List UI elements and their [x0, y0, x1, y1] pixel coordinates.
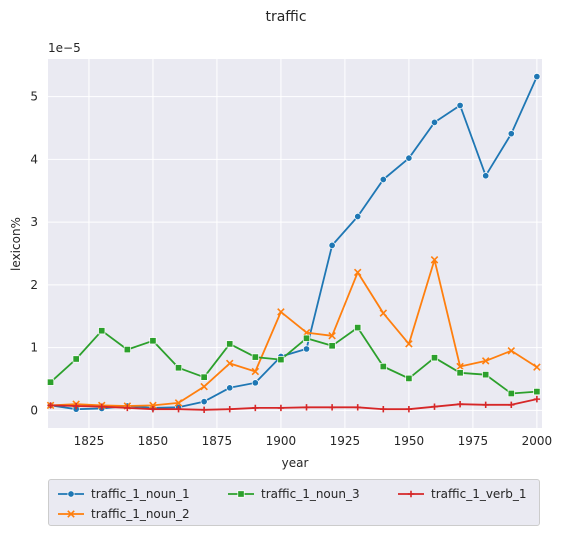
- data-point: [534, 73, 540, 79]
- data-point: [252, 380, 258, 386]
- data-point: [175, 365, 181, 371]
- data-point: [508, 130, 514, 136]
- data-point: [73, 356, 79, 362]
- legend-swatch: [397, 488, 425, 500]
- data-point: [431, 355, 437, 361]
- legend-label: traffic_1_noun_2: [91, 507, 190, 521]
- x-tick-label: 1875: [202, 434, 233, 448]
- legend-swatch: [57, 488, 85, 500]
- data-point: [278, 356, 284, 362]
- x-tick-label: 1825: [74, 434, 105, 448]
- data-point: [406, 375, 412, 381]
- data-point: [47, 379, 53, 385]
- y-tick-label: 0: [30, 403, 38, 417]
- legend-item: traffic_1_noun_3: [227, 485, 360, 503]
- legend-item: traffic_1_noun_1: [57, 485, 190, 503]
- y-axis-label: lexicon%: [9, 217, 23, 271]
- data-point: [508, 390, 514, 396]
- data-point: [355, 213, 361, 219]
- data-point: [303, 346, 309, 352]
- data-point: [150, 338, 156, 344]
- x-tick-label: 1900: [266, 434, 297, 448]
- data-point: [457, 370, 463, 376]
- x-tick-label: 1925: [330, 434, 361, 448]
- x-tick-label: 1850: [138, 434, 169, 448]
- data-point: [227, 341, 233, 347]
- x-tick-label: 2000: [522, 434, 553, 448]
- legend-label: traffic_1_verb_1: [431, 487, 527, 501]
- y-tick-label: 1: [30, 341, 38, 355]
- legend-swatch: [227, 488, 255, 500]
- chart-title: traffic: [265, 9, 306, 25]
- data-point: [329, 242, 335, 248]
- legend-swatch: [57, 508, 85, 520]
- y-tick-label: 3: [30, 215, 38, 229]
- y-tick-label: 5: [30, 90, 38, 104]
- data-point: [303, 335, 309, 341]
- data-point: [482, 173, 488, 179]
- data-point: [124, 346, 130, 352]
- data-point: [227, 385, 233, 391]
- y-tick-label: 4: [30, 152, 38, 166]
- data-point: [201, 374, 207, 380]
- data-point: [482, 371, 488, 377]
- data-point: [252, 354, 258, 360]
- legend-label: traffic_1_noun_1: [91, 487, 190, 501]
- data-point: [406, 155, 412, 161]
- x-tick-label: 1975: [458, 434, 489, 448]
- legend-item: traffic_1_noun_2: [57, 505, 190, 523]
- data-point: [355, 324, 361, 330]
- data-point: [329, 343, 335, 349]
- data-point: [534, 388, 540, 394]
- legend-item: traffic_1_verb_1: [397, 485, 527, 503]
- data-point: [457, 102, 463, 108]
- data-point: [380, 363, 386, 369]
- x-tick-label: 1950: [394, 434, 425, 448]
- legend-label: traffic_1_noun_3: [261, 487, 360, 501]
- y-tick-label: 2: [30, 278, 38, 292]
- legend: traffic_1_noun_1 traffic_1_noun_2 traffic_…: [48, 479, 540, 526]
- y-offset-label: 1e−5: [48, 41, 81, 55]
- x-axis-label: year: [282, 456, 309, 470]
- data-point: [380, 176, 386, 182]
- data-point: [201, 398, 207, 404]
- data-point: [99, 328, 105, 334]
- data-point: [431, 119, 437, 125]
